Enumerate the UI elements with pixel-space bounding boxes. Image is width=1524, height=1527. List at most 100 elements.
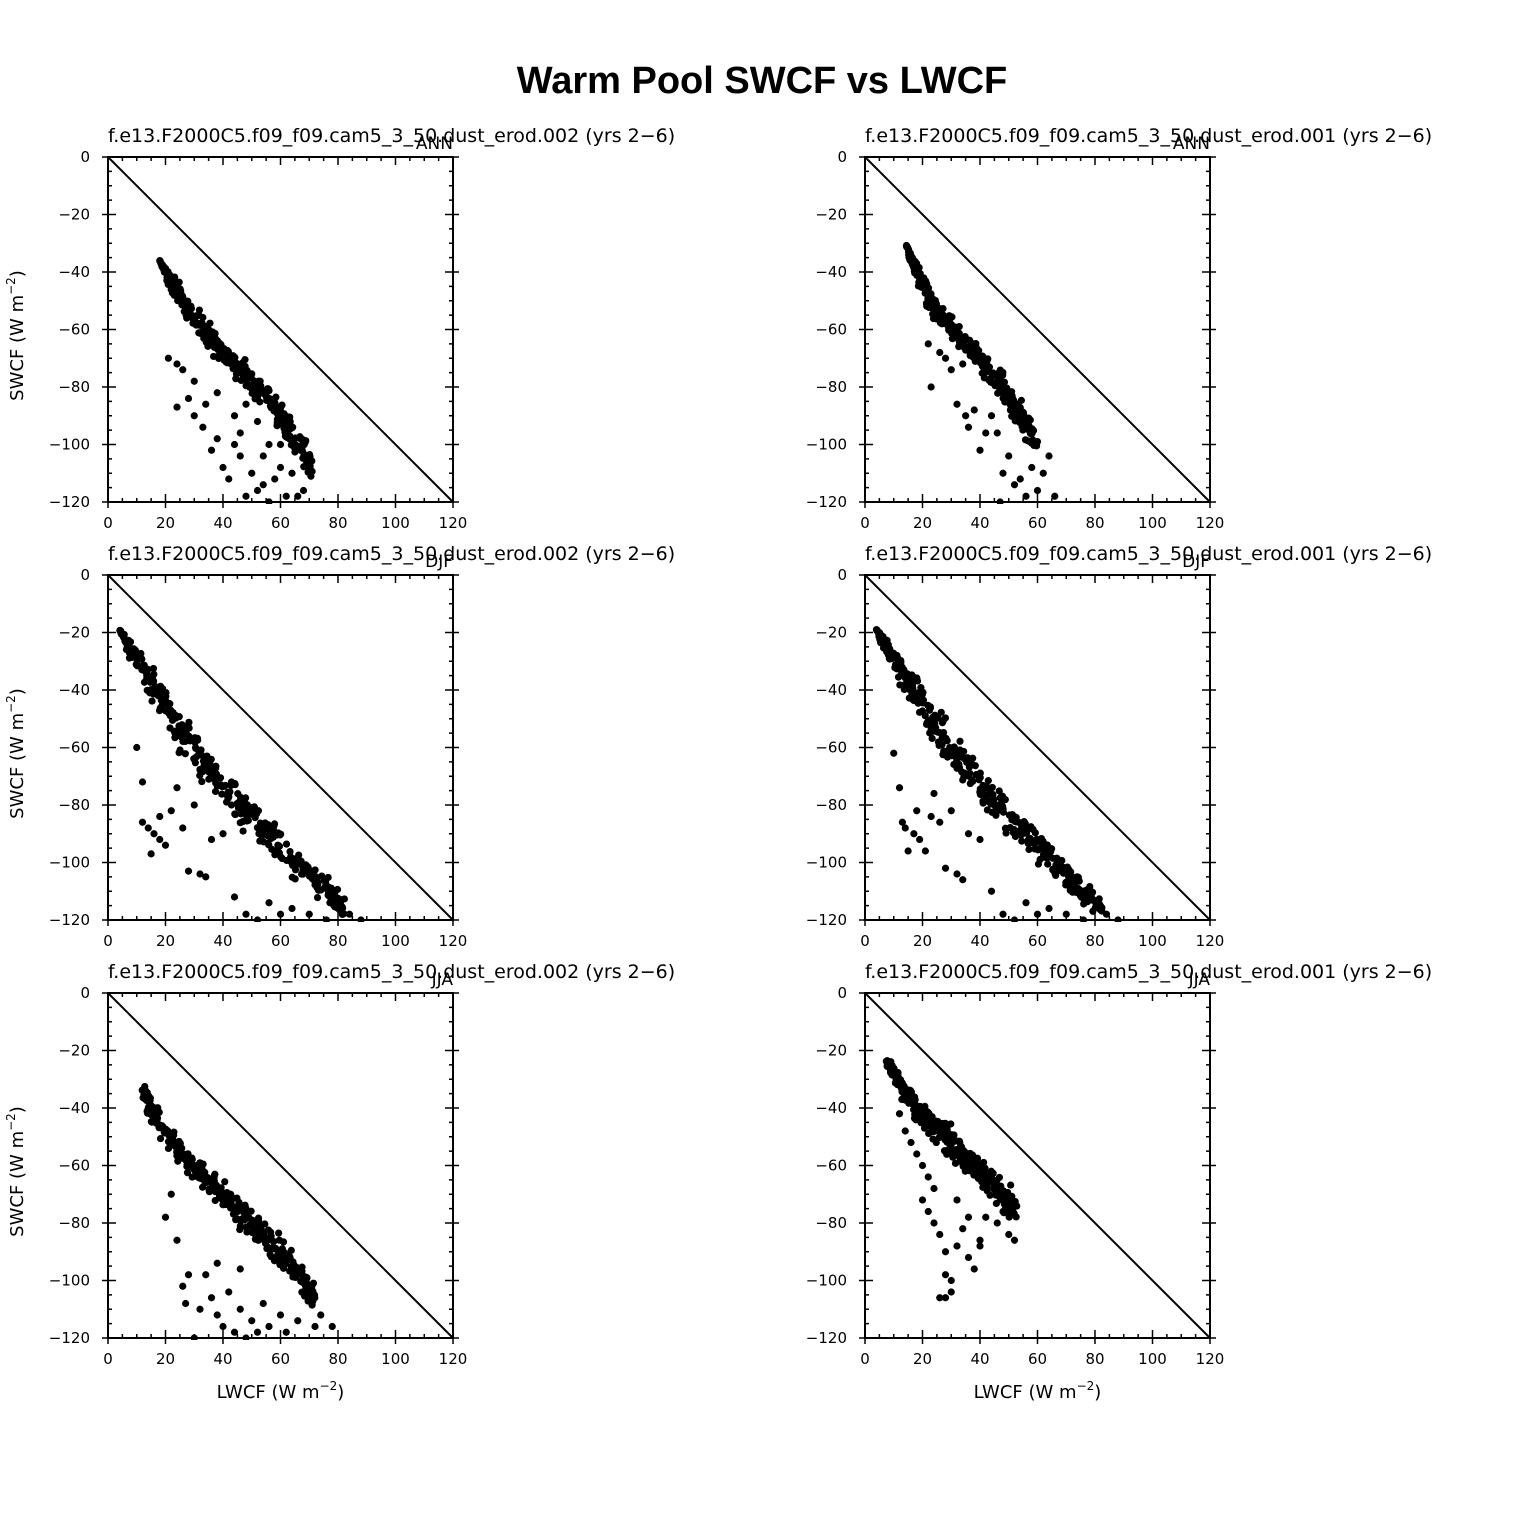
data-point: [278, 401, 286, 409]
data-point: [894, 673, 903, 681]
panel-title: f.e13.F2000C5.f09_f09.cam5_3_50.dust_ero…: [865, 125, 1432, 147]
y-tick-label: −80: [58, 796, 90, 814]
data-point: [1076, 890, 1084, 898]
data-point: [999, 910, 1007, 918]
data-point: [1028, 437, 1036, 445]
data-point: [912, 1116, 920, 1124]
data-point: [201, 1172, 209, 1181]
x-tick-label: 100: [381, 514, 410, 532]
data-point: [165, 699, 173, 708]
data-point: [203, 332, 211, 340]
y-tick-label: −100: [49, 854, 90, 872]
data-point: [202, 400, 210, 408]
data-point: [1039, 469, 1047, 477]
data-point: [264, 839, 272, 847]
data-point: [282, 492, 290, 500]
data-point: [953, 870, 961, 878]
data-point: [947, 1288, 955, 1296]
data-point: [1010, 1209, 1018, 1217]
data-point: [975, 776, 983, 784]
data-point: [183, 1162, 191, 1171]
data-point: [1034, 860, 1043, 868]
data-point: [267, 1228, 275, 1236]
data-point: [1037, 838, 1045, 846]
data-point: [1019, 409, 1028, 417]
data-point: [236, 452, 244, 460]
data-point: [164, 354, 172, 362]
x-tick-label: 40: [213, 514, 232, 532]
data-point: [292, 861, 300, 869]
data-point: [1045, 904, 1053, 913]
data-point: [999, 1207, 1007, 1216]
reference-line: [864, 992, 1211, 1339]
data-point: [895, 1110, 904, 1118]
season-label: ANN: [416, 134, 453, 154]
data-point: [982, 1173, 990, 1182]
data-point: [215, 354, 223, 362]
y-tick-label: −40: [815, 681, 847, 699]
data-point: [941, 1294, 950, 1302]
data-point: [288, 904, 296, 913]
data-point: [1022, 829, 1031, 837]
data-point: [1061, 868, 1069, 876]
data-point: [265, 387, 273, 395]
data-point: [202, 1178, 210, 1187]
data-point: [155, 1108, 163, 1116]
data-point: [261, 1220, 269, 1228]
scatter-points: [116, 626, 365, 922]
data-point: [258, 1231, 266, 1239]
data-point: [259, 1299, 267, 1308]
data-point: [247, 373, 255, 381]
data-point: [325, 883, 333, 891]
data-point: [314, 880, 322, 888]
data-point: [941, 354, 950, 362]
data-point: [979, 791, 987, 799]
data-point: [964, 423, 973, 431]
data-point: [210, 1177, 218, 1185]
data-point: [286, 847, 294, 856]
data-point: [230, 412, 239, 420]
data-point: [184, 1150, 192, 1158]
data-point: [207, 446, 216, 454]
data-point: [277, 420, 285, 428]
x-tick-label: 40: [970, 1350, 989, 1368]
data-point: [901, 824, 909, 832]
data-point: [186, 311, 194, 319]
data-point: [966, 351, 974, 360]
data-point: [140, 661, 148, 669]
x-tick-label: 120: [439, 514, 468, 532]
data-point: [295, 851, 303, 859]
data-point: [987, 800, 995, 808]
data-point: [153, 1114, 161, 1123]
data-point: [213, 435, 221, 443]
data-point: [943, 1150, 951, 1158]
data-point: [1028, 463, 1036, 472]
data-point: [947, 807, 955, 815]
panel-title: f.e13.F2000C5.f09_f09.cam5_3_50.dust_ero…: [865, 543, 1432, 565]
data-point: [150, 830, 158, 838]
data-point: [932, 315, 940, 323]
reference-line: [107, 574, 454, 921]
reference-line: [107, 156, 454, 503]
data-point: [1102, 910, 1111, 918]
data-point: [919, 696, 928, 704]
data-point: [173, 1140, 181, 1148]
data-point: [947, 1120, 955, 1128]
data-point: [898, 818, 906, 826]
data-point: [898, 664, 906, 672]
y-tick-label: −120: [806, 1329, 847, 1347]
data-point: [968, 1158, 976, 1166]
data-point: [965, 336, 974, 344]
data-point: [179, 824, 187, 832]
x-tick-label: 80: [1085, 932, 1104, 950]
data-point: [196, 870, 204, 878]
data-point: [953, 1242, 961, 1250]
data-point: [1084, 885, 1092, 893]
data-point: [955, 343, 963, 351]
data-point: [197, 746, 205, 754]
y-tick-label: −80: [815, 1214, 847, 1232]
data-point: [253, 1328, 262, 1336]
data-point: [929, 305, 937, 313]
data-point: [955, 1137, 963, 1145]
data-point: [252, 384, 260, 392]
